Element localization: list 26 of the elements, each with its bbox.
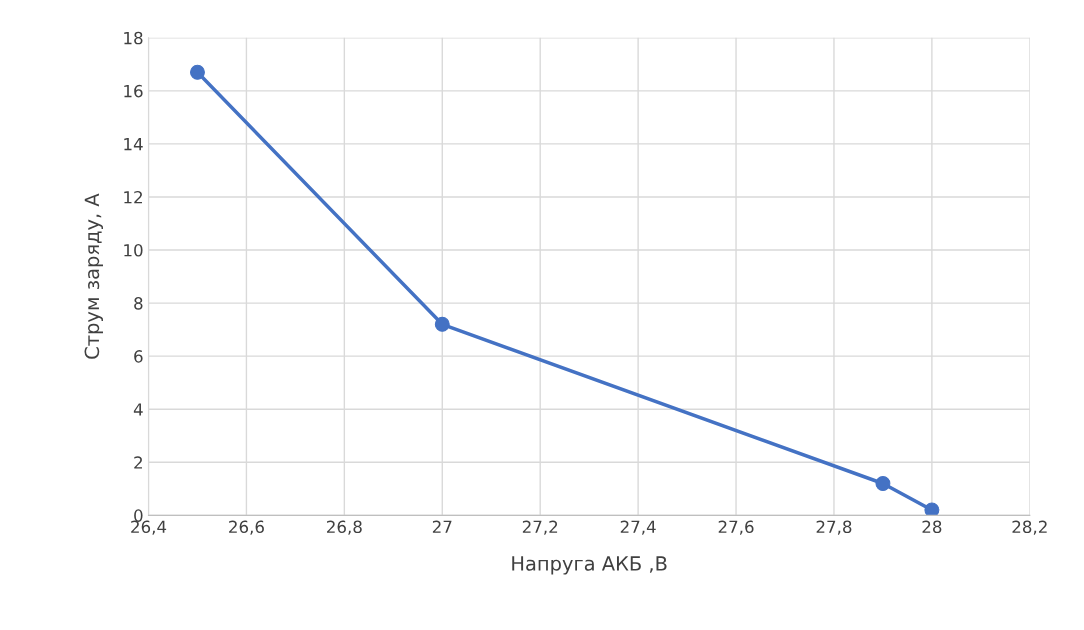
x-tick-label: 26,4 [131, 520, 167, 535]
x-tick-label: 26,6 [229, 520, 264, 535]
x-tick-label: 27 [432, 520, 452, 533]
x-tick-label: 27,6 [718, 520, 754, 535]
point [924, 502, 940, 516]
x-tick-label: 27,4 [620, 520, 656, 535]
y-tick-label: 4 [133, 403, 143, 416]
y-axis-title: Струм заряду, А [84, 193, 103, 359]
y-tick-label: 12 [124, 190, 142, 204]
x-tick-label: 27,2 [522, 520, 558, 535]
point [434, 316, 450, 332]
x-tick-label: 27,8 [816, 520, 852, 535]
y-tick-label: 8 [134, 297, 143, 310]
y-tick-label: 6 [134, 350, 143, 363]
x-axis-title: Напруга АКБ ,В [512, 556, 667, 575]
y-tick-label: 14 [124, 138, 143, 151]
point [190, 64, 205, 80]
y-tick-label: 10 [124, 244, 143, 257]
x-tick-label: 28,2 [1012, 520, 1047, 535]
y-tick-label: 18 [124, 31, 143, 45]
x-tick-label: 28 [922, 520, 942, 534]
y-tick-label: 2 [134, 456, 142, 469]
y-tick-label: 0 [134, 509, 143, 522]
y-tick-label: 16 [124, 84, 143, 98]
x-tick-label: 26,8 [327, 520, 362, 535]
point [875, 476, 891, 491]
